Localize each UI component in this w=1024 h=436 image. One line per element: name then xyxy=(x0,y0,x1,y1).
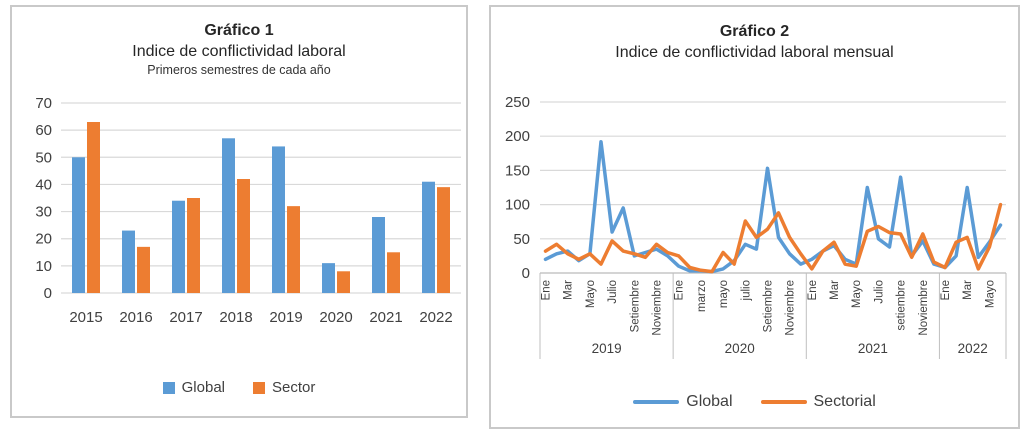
line-chart: 0 50 100 150 200 250 Ene Mar Mayo Julio Setiembre N… xyxy=(505,94,1007,359)
svg-text:2022: 2022 xyxy=(958,341,988,356)
svg-text:150: 150 xyxy=(505,162,530,179)
svg-text:Setiembre: Setiembre xyxy=(629,280,641,332)
svg-text:2021: 2021 xyxy=(858,341,888,356)
svg-text:2021: 2021 xyxy=(369,309,402,326)
svg-text:2020: 2020 xyxy=(319,309,352,326)
svg-text:30: 30 xyxy=(35,204,52,221)
chart1-subtitle: Indice de conflictividad laboral xyxy=(132,43,346,60)
svg-text:100: 100 xyxy=(505,197,530,214)
chart1-legend: Global Sector xyxy=(12,379,466,396)
svg-text:2020: 2020 xyxy=(725,341,755,356)
svg-text:Julio: Julio xyxy=(873,280,885,304)
sectorial-line-swatch xyxy=(760,400,807,404)
chart2-subtitle: Indice de conflictividad laboral mensual xyxy=(615,44,894,61)
svg-text:2017: 2017 xyxy=(169,309,202,326)
svg-text:julio: julio xyxy=(740,280,752,301)
svg-text:250: 250 xyxy=(505,94,530,111)
svg-text:Mayo: Mayo xyxy=(851,280,863,308)
chart1-legend-item-sector: Sector xyxy=(253,379,315,396)
svg-text:Mayo: Mayo xyxy=(984,280,996,308)
svg-text:50: 50 xyxy=(35,149,52,166)
svg-text:50: 50 xyxy=(513,231,530,248)
svg-text:Ene: Ene xyxy=(940,280,952,300)
global-line-swatch xyxy=(633,400,680,404)
chart1-legend-item-global: Global xyxy=(162,379,225,396)
svg-text:Setiembre: Setiembre xyxy=(763,280,775,332)
bar-chart: 0 10 20 30 40 50 60 70 2015 2016 2017 2018 2019 2020 2… xyxy=(35,95,461,326)
svg-text:2016: 2016 xyxy=(119,309,152,326)
svg-text:setiembre: setiembre xyxy=(896,280,908,331)
svg-text:40: 40 xyxy=(35,176,52,193)
svg-text:Ene: Ene xyxy=(807,280,819,300)
svg-text:Ene: Ene xyxy=(674,280,686,300)
chart1-legend-label-sector: Sector xyxy=(272,379,316,396)
chart2-legend-item-sectorial: Sectorial xyxy=(760,393,876,411)
chart1-panel: Gráfico 1 Indice de conflictividad labor… xyxy=(10,5,468,418)
chart2-legend-item-global: Global xyxy=(633,393,733,411)
svg-text:Noviembre: Noviembre xyxy=(785,280,797,336)
svg-text:2022: 2022 xyxy=(419,309,452,326)
svg-text:10: 10 xyxy=(35,258,52,275)
svg-text:2015: 2015 xyxy=(69,309,102,326)
svg-text:0: 0 xyxy=(522,265,530,282)
svg-text:60: 60 xyxy=(35,122,52,139)
chart2-legend: Global Sectorial xyxy=(491,393,1018,411)
chart1-legend-label-global: Global xyxy=(181,379,225,396)
svg-text:mayo: mayo xyxy=(718,280,730,308)
svg-text:Julio: Julio xyxy=(607,280,619,304)
svg-text:Ene: Ene xyxy=(541,280,553,300)
svg-text:2018: 2018 xyxy=(219,309,252,326)
svg-text:70: 70 xyxy=(35,95,52,112)
sector-square-swatch xyxy=(253,381,265,394)
svg-text:Noviembre: Noviembre xyxy=(918,280,930,336)
svg-text:Mar: Mar xyxy=(962,280,974,300)
global-square-swatch xyxy=(162,381,175,394)
chart1-title: Gráfico 1 xyxy=(204,22,274,39)
svg-text:0: 0 xyxy=(44,285,52,302)
svg-text:2019: 2019 xyxy=(592,341,622,356)
chart1-title-block: Gráfico 1 Indice de conflictividad labor… xyxy=(12,7,466,79)
svg-text:Mar: Mar xyxy=(563,280,575,300)
chart1-subtitle2: Primeros semestres de cada año xyxy=(147,63,331,77)
chart2-title: Gráfico 2 xyxy=(719,23,790,40)
svg-text:20: 20 xyxy=(35,231,52,248)
svg-text:2019: 2019 xyxy=(269,309,302,326)
svg-text:200: 200 xyxy=(505,128,530,145)
chart2-legend-label-global: Global xyxy=(686,393,733,410)
svg-text:Mar: Mar xyxy=(829,280,841,300)
chart2-panel: Gráfico 2 Indice de conflictividad labor… xyxy=(489,5,1020,429)
svg-text:Mayo: Mayo xyxy=(585,280,597,308)
svg-text:marzo: marzo xyxy=(696,280,708,312)
chart2-legend-label-sectorial: Sectorial xyxy=(813,393,876,410)
svg-text:Noviembre: Noviembre xyxy=(652,280,664,336)
chart2-title-block: Gráfico 2 Indice de conflictividad labor… xyxy=(491,7,1018,63)
